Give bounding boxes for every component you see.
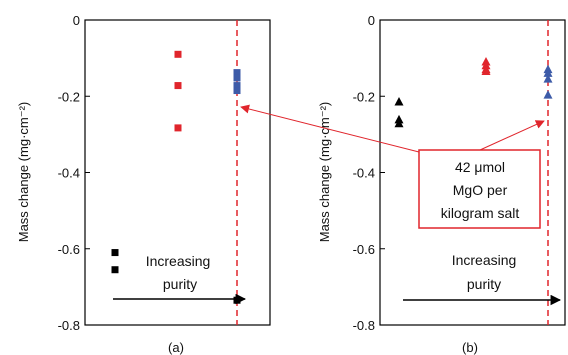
data-point-a (111, 266, 119, 274)
data-point-b (481, 66, 491, 75)
panel-a: Mass change (mg·cm⁻²) 0-0.2-0.4-0.6-0.8 … (16, 13, 271, 355)
y-tick-label-b: 0 (368, 13, 375, 28)
y-ticks-a: 0 -0.2 -0.4 -0.6 -0.8 (58, 13, 90, 333)
y-tick-label-b: -0.2 (353, 89, 375, 104)
data-point-a (233, 296, 241, 304)
annotation-line1-a: Increasing (146, 253, 211, 269)
y-axis-label-b: Mass change (mg·cm⁻²) (317, 102, 332, 243)
y-tick-label-b: -0.4 (353, 166, 375, 181)
y-ticks-b: 0 -0.2 -0.4 -0.6 -0.8 (353, 13, 385, 333)
callout-line2: MgO per (453, 182, 508, 198)
data-point-b (394, 96, 404, 106)
data-point-a (174, 50, 182, 58)
annotation-line2-b: purity (467, 276, 501, 292)
data-point-a (233, 69, 241, 77)
data-points-b (394, 56, 553, 128)
y-tick-label-a: 0 (73, 13, 80, 28)
y-tick-label-b: -0.8 (353, 318, 375, 333)
panel-label-a: (a) (168, 340, 184, 355)
y-tick-label-a: -0.8 (58, 318, 80, 333)
data-point-a (233, 87, 241, 95)
data-point-b (394, 118, 404, 128)
y-tick-label-b: -0.6 (353, 242, 375, 257)
data-point-a (233, 74, 241, 82)
y-tick-label-a: -0.6 (58, 242, 80, 257)
data-point-b (543, 74, 553, 83)
data-point-a (111, 249, 119, 257)
callout-arrow-right (479, 120, 545, 151)
data-point-b (543, 68, 553, 77)
data-point-b (543, 90, 553, 99)
y-axis-label-a: Mass change (mg·cm⁻²) (16, 102, 31, 243)
annotation-line2-a: purity (163, 276, 197, 292)
callout-line1: 42 μmol (455, 159, 505, 175)
callout-line3: kilogram salt (441, 205, 520, 221)
callout-box (418, 149, 541, 229)
callout: 42 μmol MgO per kilogram salt (240, 104, 545, 229)
data-point-a (233, 82, 241, 90)
data-point-a (174, 124, 182, 132)
panel-label-b: (b) (462, 340, 478, 355)
panel-b: Mass change (mg·cm⁻²) 0-0.2-0.4-0.6-0.8 … (317, 13, 566, 355)
y-tick-label-a: -0.2 (58, 89, 80, 104)
y-tick-label-a: -0.4 (58, 166, 80, 181)
data-point-a (174, 82, 182, 90)
callout-arrow-left (240, 104, 420, 153)
annotation-line1-b: Increasing (452, 252, 517, 268)
